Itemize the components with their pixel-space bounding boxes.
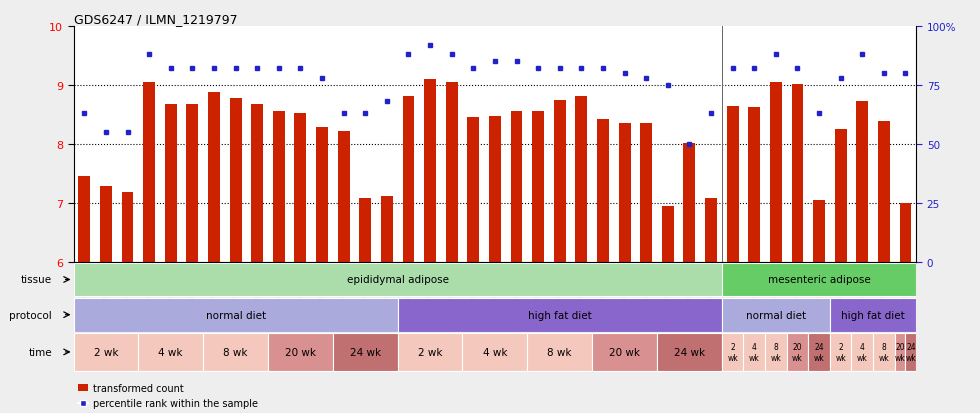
Bar (294, 114, 307, 262)
Bar (744, 333, 765, 371)
Bar (398, 298, 722, 332)
Bar (597, 120, 609, 262)
Bar (511, 112, 522, 262)
Bar (878, 122, 890, 262)
Bar (770, 83, 782, 262)
Text: mesenteric adipose: mesenteric adipose (767, 275, 870, 285)
Bar (749, 108, 760, 262)
Bar (683, 143, 696, 262)
Text: 8
wk: 8 wk (878, 342, 889, 362)
Text: 2 wk: 2 wk (94, 347, 119, 357)
Text: 4
wk: 4 wk (749, 342, 760, 362)
Bar (333, 333, 398, 371)
Text: 4 wk: 4 wk (159, 347, 183, 357)
Bar (592, 333, 657, 371)
Bar (727, 106, 739, 262)
Bar (338, 132, 350, 262)
Text: high fat diet: high fat diet (841, 310, 905, 320)
Bar (463, 333, 527, 371)
Bar (78, 177, 90, 262)
Text: protocol: protocol (9, 310, 52, 320)
Text: 2 wk: 2 wk (417, 347, 442, 357)
Bar (873, 333, 895, 371)
Bar (100, 187, 112, 262)
Bar (74, 263, 722, 297)
Text: 4
wk: 4 wk (857, 342, 867, 362)
Text: epididymal adipose: epididymal adipose (347, 275, 449, 285)
Text: normal diet: normal diet (746, 310, 806, 320)
Bar (765, 333, 787, 371)
Bar (722, 263, 916, 297)
Bar (186, 104, 198, 262)
Bar (662, 206, 673, 262)
Bar (251, 104, 263, 262)
Bar (165, 104, 176, 262)
Bar (835, 130, 847, 262)
Bar (317, 128, 328, 262)
Text: high fat diet: high fat diet (528, 310, 592, 320)
Bar (229, 99, 241, 262)
Bar (657, 333, 722, 371)
Bar (467, 118, 479, 262)
Bar (398, 333, 463, 371)
Bar (640, 124, 652, 262)
Bar (403, 96, 415, 262)
Bar (813, 200, 825, 262)
Bar (808, 333, 830, 371)
Text: 20
wk: 20 wk (792, 342, 803, 362)
Text: 20 wk: 20 wk (285, 347, 316, 357)
Text: 8
wk: 8 wk (770, 342, 781, 362)
Text: 8 wk: 8 wk (548, 347, 572, 357)
Text: 20
wk: 20 wk (895, 342, 906, 362)
Bar (122, 192, 133, 262)
Legend: transformed count, percentile rank within the sample: transformed count, percentile rank withi… (78, 383, 258, 408)
Text: 24 wk: 24 wk (674, 347, 705, 357)
Bar (906, 333, 916, 371)
Bar (446, 83, 458, 262)
Text: normal diet: normal diet (206, 310, 266, 320)
Text: 2
wk: 2 wk (727, 342, 738, 362)
Bar (143, 83, 155, 262)
Bar (830, 333, 852, 371)
Bar (74, 333, 138, 371)
Text: 2
wk: 2 wk (835, 342, 846, 362)
Text: 8 wk: 8 wk (223, 347, 248, 357)
Bar (268, 333, 333, 371)
Text: time: time (28, 347, 52, 357)
Bar (900, 203, 911, 262)
Bar (852, 333, 873, 371)
Bar (575, 96, 587, 262)
Bar (618, 124, 630, 262)
Text: GDS6247 / ILMN_1219797: GDS6247 / ILMN_1219797 (74, 13, 237, 26)
Bar (857, 102, 868, 262)
Bar (705, 199, 717, 262)
Bar (895, 333, 906, 371)
Text: 24
wk: 24 wk (813, 342, 824, 362)
Bar (424, 80, 436, 262)
Bar (74, 298, 398, 332)
Bar (527, 333, 592, 371)
Text: 20 wk: 20 wk (609, 347, 640, 357)
Bar (787, 333, 808, 371)
Bar (360, 199, 371, 262)
Bar (489, 117, 501, 262)
Text: 24
wk: 24 wk (906, 342, 916, 362)
Bar (272, 112, 285, 262)
Bar (532, 112, 544, 262)
Text: 4 wk: 4 wk (483, 347, 508, 357)
Bar (792, 85, 804, 262)
Bar (381, 196, 393, 262)
Bar (722, 298, 830, 332)
Text: tissue: tissue (21, 275, 52, 285)
Text: 24 wk: 24 wk (350, 347, 381, 357)
Bar (203, 333, 268, 371)
Bar (722, 333, 744, 371)
Bar (830, 298, 916, 332)
Bar (208, 93, 220, 262)
Bar (138, 333, 203, 371)
Bar (554, 100, 565, 262)
